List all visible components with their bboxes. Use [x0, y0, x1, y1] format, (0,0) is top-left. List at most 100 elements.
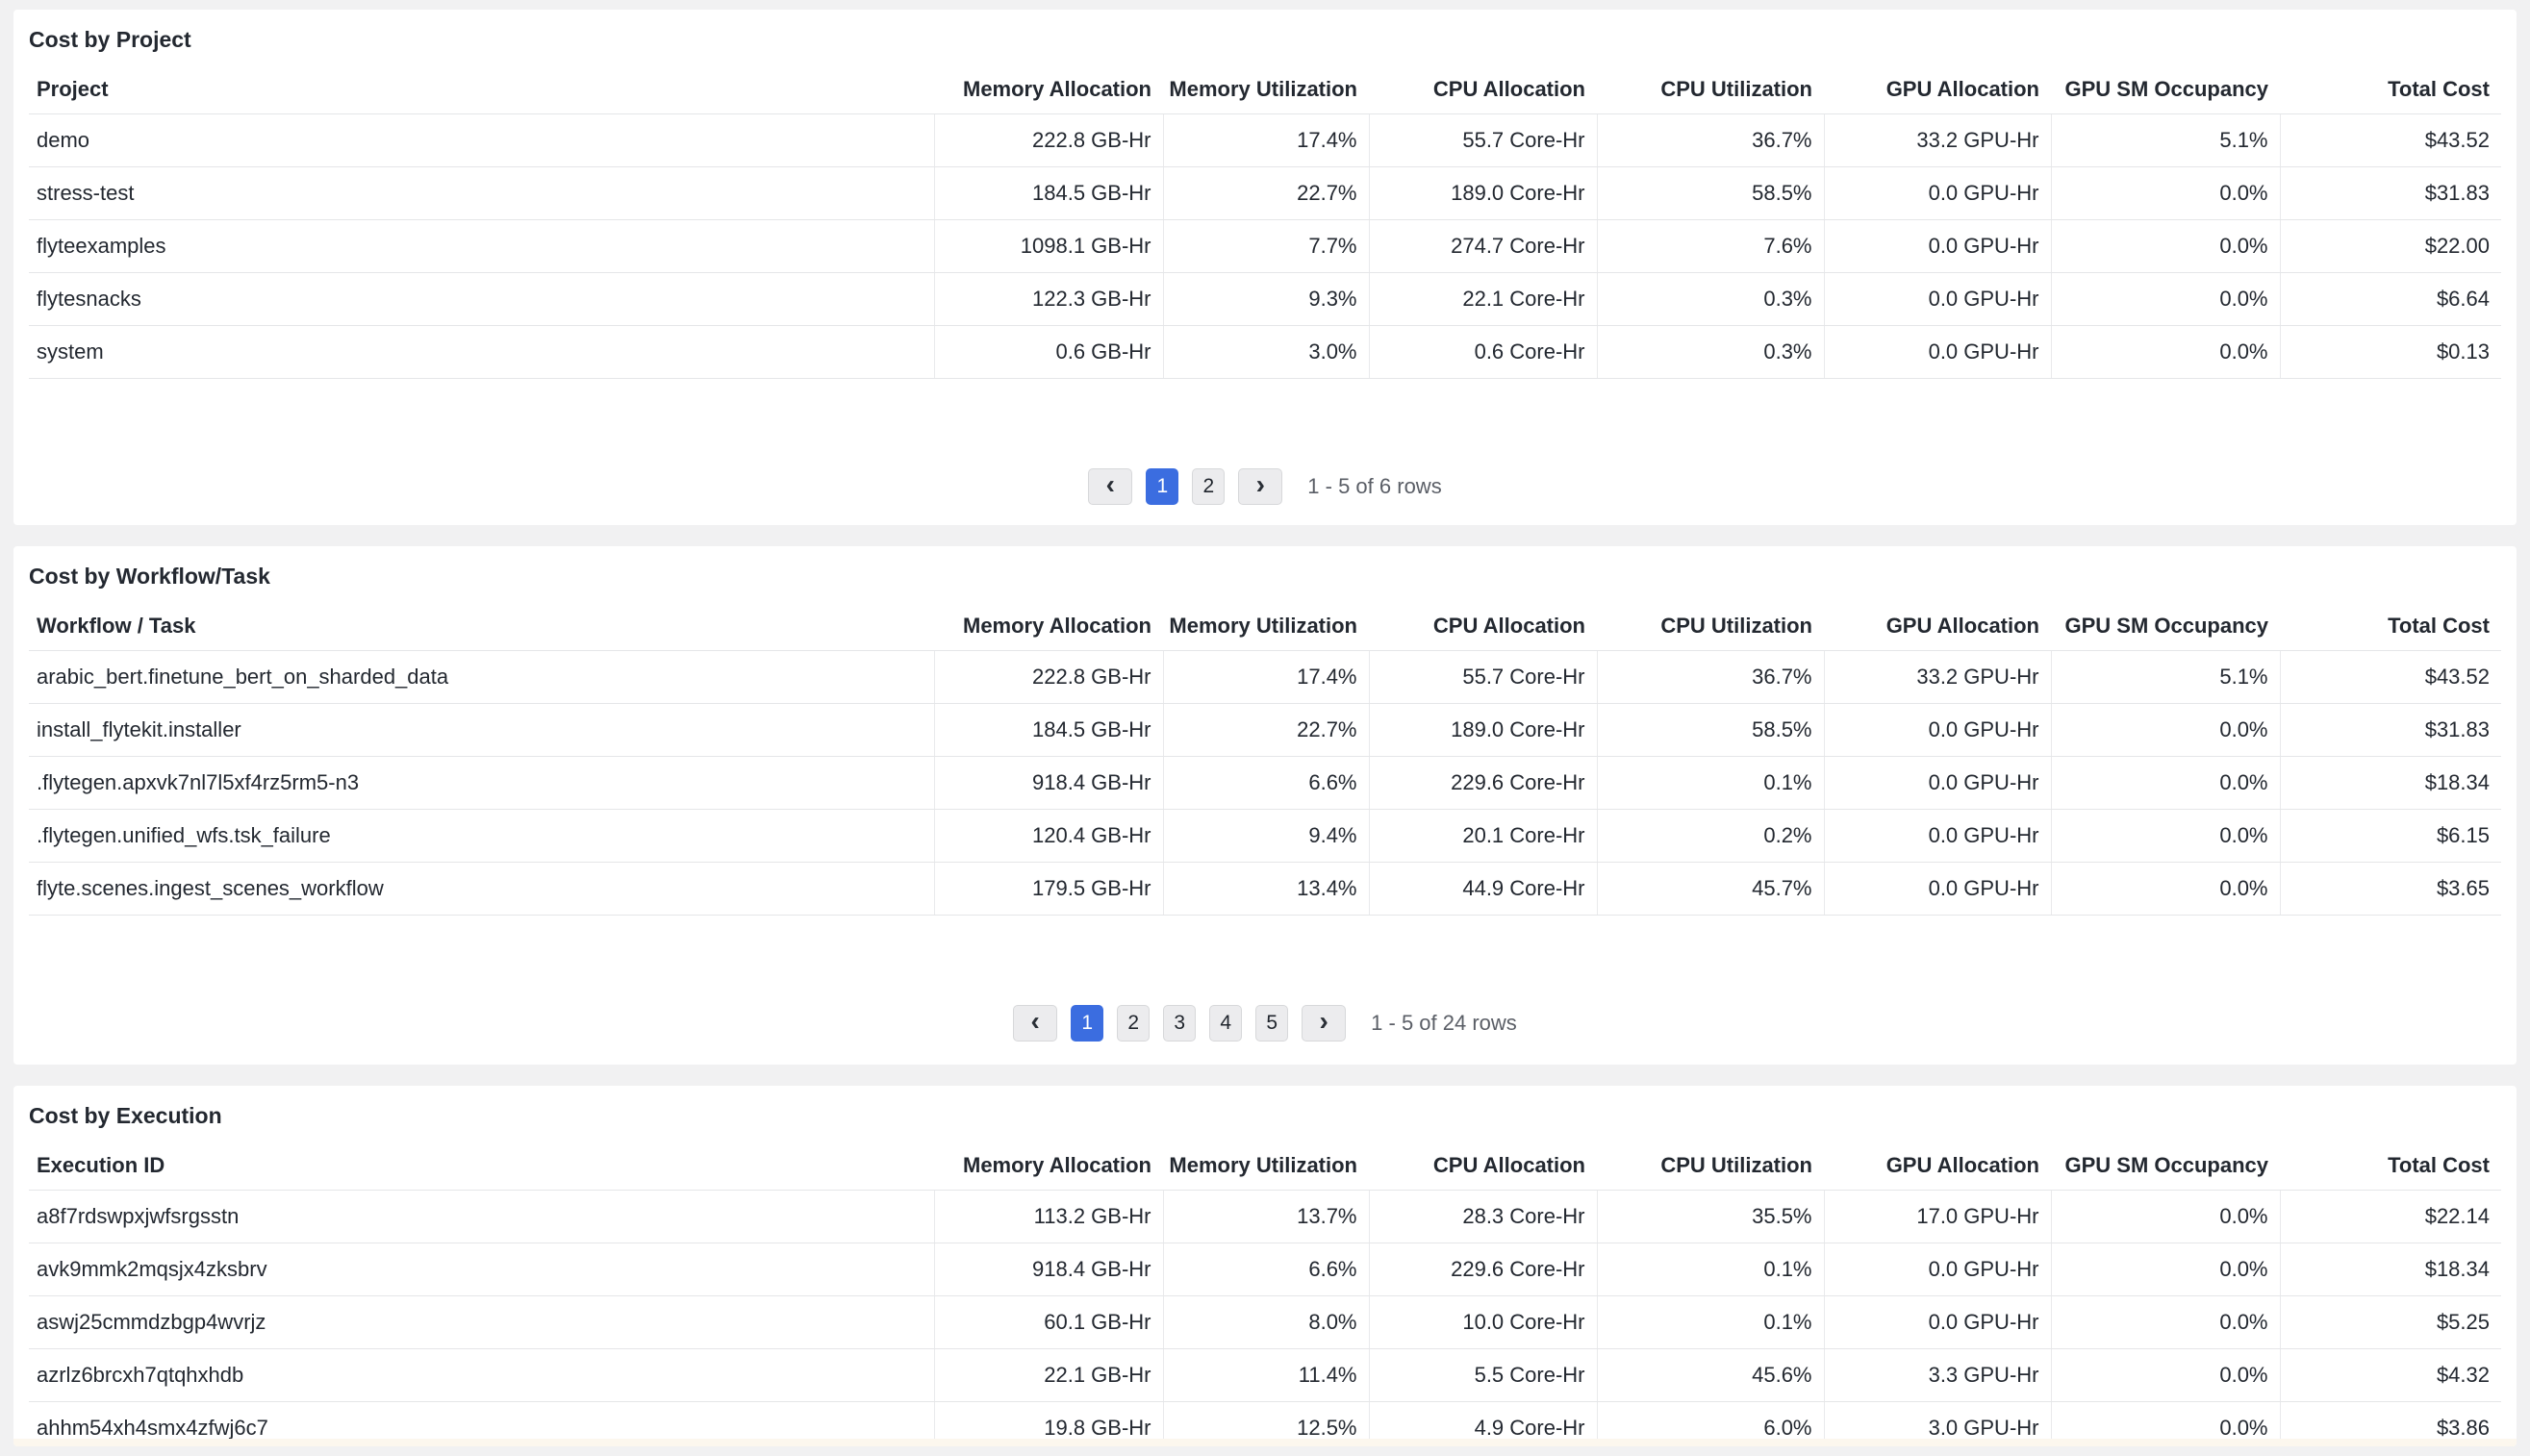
- cell-total-cost: $6.64: [2279, 272, 2501, 326]
- cell-gpu-sm-occupancy: 0.0%: [2050, 219, 2280, 273]
- cell-memory-allocation: 222.8 GB-Hr: [933, 113, 1163, 167]
- header-row: Project Memory Allocation Memory Utilizati…: [29, 65, 2501, 114]
- column-header-project: Project: [29, 65, 934, 114]
- cell-memory-utilization: 8.0%: [1162, 1295, 1369, 1349]
- cell-memory-allocation: 918.4 GB-Hr: [933, 756, 1163, 810]
- panel-title-cost-by-execution: Cost by Execution: [29, 1103, 222, 1128]
- prev-page-button[interactable]: ‹: [1088, 468, 1133, 505]
- cell-total-cost: $43.52: [2279, 113, 2501, 167]
- table-row: system 0.6 GB-Hr 3.0% 0.6 Core-Hr 0.3% 0.0 GP…: [29, 325, 2501, 379]
- page-button-2[interactable]: 2: [1192, 468, 1226, 505]
- column-header-gpu-allocation: GPU Allocation: [1824, 1142, 2051, 1191]
- column-header-memory-utilization: Memory Utilization: [1163, 602, 1369, 651]
- column-header-total-cost: Total Cost: [2280, 602, 2501, 651]
- page-button-2[interactable]: 2: [1117, 1005, 1151, 1042]
- cost-by-execution-table: Execution ID Memory Allocation Memory Util…: [29, 1142, 2501, 1446]
- row-label: flyteexamples: [29, 219, 934, 273]
- pagination: ‹ 1 2 3 4 5 › 1 - 5 of 24 rows: [29, 1005, 2501, 1042]
- column-header-cpu-allocation: CPU Allocation: [1369, 602, 1597, 651]
- cell-gpu-sm-occupancy: 0.0%: [2050, 325, 2280, 379]
- cell-gpu-allocation: 33.2 GPU-Hr: [1823, 113, 2051, 167]
- column-header-gpu-sm-occupancy: GPU SM Occupancy: [2051, 1142, 2280, 1191]
- table-row: aswj25cmmdzbgp4wvrjz 60.1 GB-Hr 8.0% 10.0 C…: [29, 1295, 2501, 1349]
- cell-cpu-allocation: 55.7 Core-Hr: [1368, 650, 1597, 704]
- row-label: system: [29, 325, 934, 379]
- row-label: avk9mmk2mqsjx4zksbrv: [29, 1243, 934, 1296]
- cell-total-cost: $5.25: [2279, 1295, 2501, 1349]
- prev-page-button[interactable]: ‹: [1013, 1005, 1058, 1042]
- table-row: .flytegen.unified_wfs.tsk_failure 120.4 G…: [29, 809, 2501, 863]
- row-label: demo: [29, 113, 934, 167]
- cell-memory-utilization: 6.6%: [1162, 1243, 1369, 1296]
- cell-gpu-allocation: 0.0 GPU-Hr: [1823, 272, 2051, 326]
- page-button-5[interactable]: 5: [1255, 1005, 1289, 1042]
- cutoff-footer-strip: [13, 1439, 2517, 1446]
- column-header-gpu-allocation: GPU Allocation: [1824, 602, 2051, 651]
- table-row: arabic_bert.finetune_bert_on_sharded_dat…: [29, 650, 2501, 704]
- page-button-4[interactable]: 4: [1209, 1005, 1243, 1042]
- row-range-text: 1 - 5 of 6 rows: [1307, 474, 1442, 498]
- cell-memory-allocation: 184.5 GB-Hr: [933, 703, 1163, 757]
- header-row: Execution ID Memory Allocation Memory Util…: [29, 1142, 2501, 1191]
- row-label: azrlz6brcxh7qtqhxhdb: [29, 1348, 934, 1402]
- table-row: flyte.scenes.ingest_scenes_workflow 179.5…: [29, 862, 2501, 916]
- row-label: flyte.scenes.ingest_scenes_workflow: [29, 862, 934, 916]
- panel-title-cost-by-project: Cost by Project: [29, 27, 191, 52]
- cell-gpu-sm-occupancy: 5.1%: [2050, 113, 2280, 167]
- table-row: install_flytekit.installer 184.5 GB-Hr 22.…: [29, 703, 2501, 757]
- cell-cpu-allocation: 274.7 Core-Hr: [1368, 219, 1597, 273]
- cell-gpu-allocation: 0.0 GPU-Hr: [1823, 1243, 2051, 1296]
- page-button-1[interactable]: 1: [1146, 468, 1179, 505]
- cell-gpu-sm-occupancy: 0.0%: [2050, 272, 2280, 326]
- cell-cpu-allocation: 189.0 Core-Hr: [1368, 166, 1597, 220]
- page-button-1[interactable]: 1: [1071, 1005, 1104, 1042]
- cell-cpu-utilization: 36.7%: [1596, 113, 1824, 167]
- cell-memory-utilization: 13.4%: [1162, 862, 1369, 916]
- column-header-gpu-allocation: GPU Allocation: [1824, 65, 2051, 114]
- cell-memory-allocation: 122.3 GB-Hr: [933, 272, 1163, 326]
- cell-cpu-allocation: 0.6 Core-Hr: [1368, 325, 1597, 379]
- cell-gpu-allocation: 0.0 GPU-Hr: [1823, 166, 2051, 220]
- cost-by-project-panel: Cost by Project Project Memory Allocation…: [13, 10, 2517, 525]
- cell-memory-utilization: 6.6%: [1162, 756, 1369, 810]
- cell-cpu-utilization: 0.1%: [1596, 1295, 1824, 1349]
- cell-memory-utilization: 17.4%: [1162, 113, 1369, 167]
- column-header-cpu-utilization: CPU Utilization: [1597, 1142, 1824, 1191]
- cell-memory-utilization: 7.7%: [1162, 219, 1369, 273]
- cell-gpu-sm-occupancy: 0.0%: [2050, 166, 2280, 220]
- header-row: Workflow / Task Memory Allocation Memory U…: [29, 602, 2501, 651]
- next-page-button[interactable]: ›: [1238, 468, 1283, 505]
- cell-gpu-sm-occupancy: 0.0%: [2050, 756, 2280, 810]
- cost-by-workflow-task-table: Workflow / Task Memory Allocation Memory U…: [29, 602, 2501, 916]
- cell-cpu-utilization: 58.5%: [1596, 166, 1824, 220]
- cell-gpu-allocation: 0.0 GPU-Hr: [1823, 703, 2051, 757]
- cell-cpu-utilization: 58.5%: [1596, 703, 1824, 757]
- column-header-cpu-allocation: CPU Allocation: [1369, 1142, 1597, 1191]
- cell-memory-utilization: 11.4%: [1162, 1348, 1369, 1402]
- cell-total-cost: $31.83: [2279, 166, 2501, 220]
- cell-gpu-allocation: 3.3 GPU-Hr: [1823, 1348, 2051, 1402]
- cell-cpu-utilization: 0.1%: [1596, 756, 1824, 810]
- column-header-cpu-utilization: CPU Utilization: [1597, 65, 1824, 114]
- cell-memory-utilization: 22.7%: [1162, 703, 1369, 757]
- row-label: a8f7rdswpxjwfsrgsstn: [29, 1190, 934, 1243]
- page-button-3[interactable]: 3: [1163, 1005, 1197, 1042]
- panel-title-cost-by-workflow-task: Cost by Workflow/Task: [29, 564, 270, 589]
- cell-total-cost: $31.83: [2279, 703, 2501, 757]
- column-header-total-cost: Total Cost: [2280, 65, 2501, 114]
- cell-cpu-allocation: 55.7 Core-Hr: [1368, 113, 1597, 167]
- cell-memory-allocation: 60.1 GB-Hr: [933, 1295, 1163, 1349]
- pagination: ‹ 1 2 › 1 - 5 of 6 rows: [29, 468, 2501, 505]
- cell-memory-allocation: 113.2 GB-Hr: [933, 1190, 1163, 1243]
- row-label: .flytegen.unified_wfs.tsk_failure: [29, 809, 934, 863]
- cell-memory-allocation: 184.5 GB-Hr: [933, 166, 1163, 220]
- table-row: stress-test 184.5 GB-Hr 22.7% 189.0 Core-Hr…: [29, 166, 2501, 220]
- next-page-button[interactable]: ›: [1302, 1005, 1347, 1042]
- column-header-memory-utilization: Memory Utilization: [1163, 1142, 1369, 1191]
- column-header-execution-id: Execution ID: [29, 1142, 934, 1191]
- cell-cpu-utilization: 45.6%: [1596, 1348, 1824, 1402]
- row-label: arabic_bert.finetune_bert_on_sharded_dat…: [29, 650, 934, 704]
- cell-memory-utilization: 22.7%: [1162, 166, 1369, 220]
- column-header-gpu-sm-occupancy: GPU SM Occupancy: [2051, 602, 2280, 651]
- cell-gpu-allocation: 0.0 GPU-Hr: [1823, 809, 2051, 863]
